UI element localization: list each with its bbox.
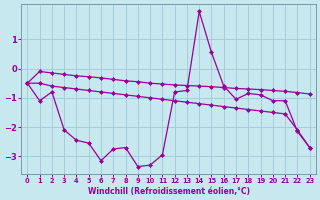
X-axis label: Windchill (Refroidissement éolien,°C): Windchill (Refroidissement éolien,°C) xyxy=(88,187,250,196)
